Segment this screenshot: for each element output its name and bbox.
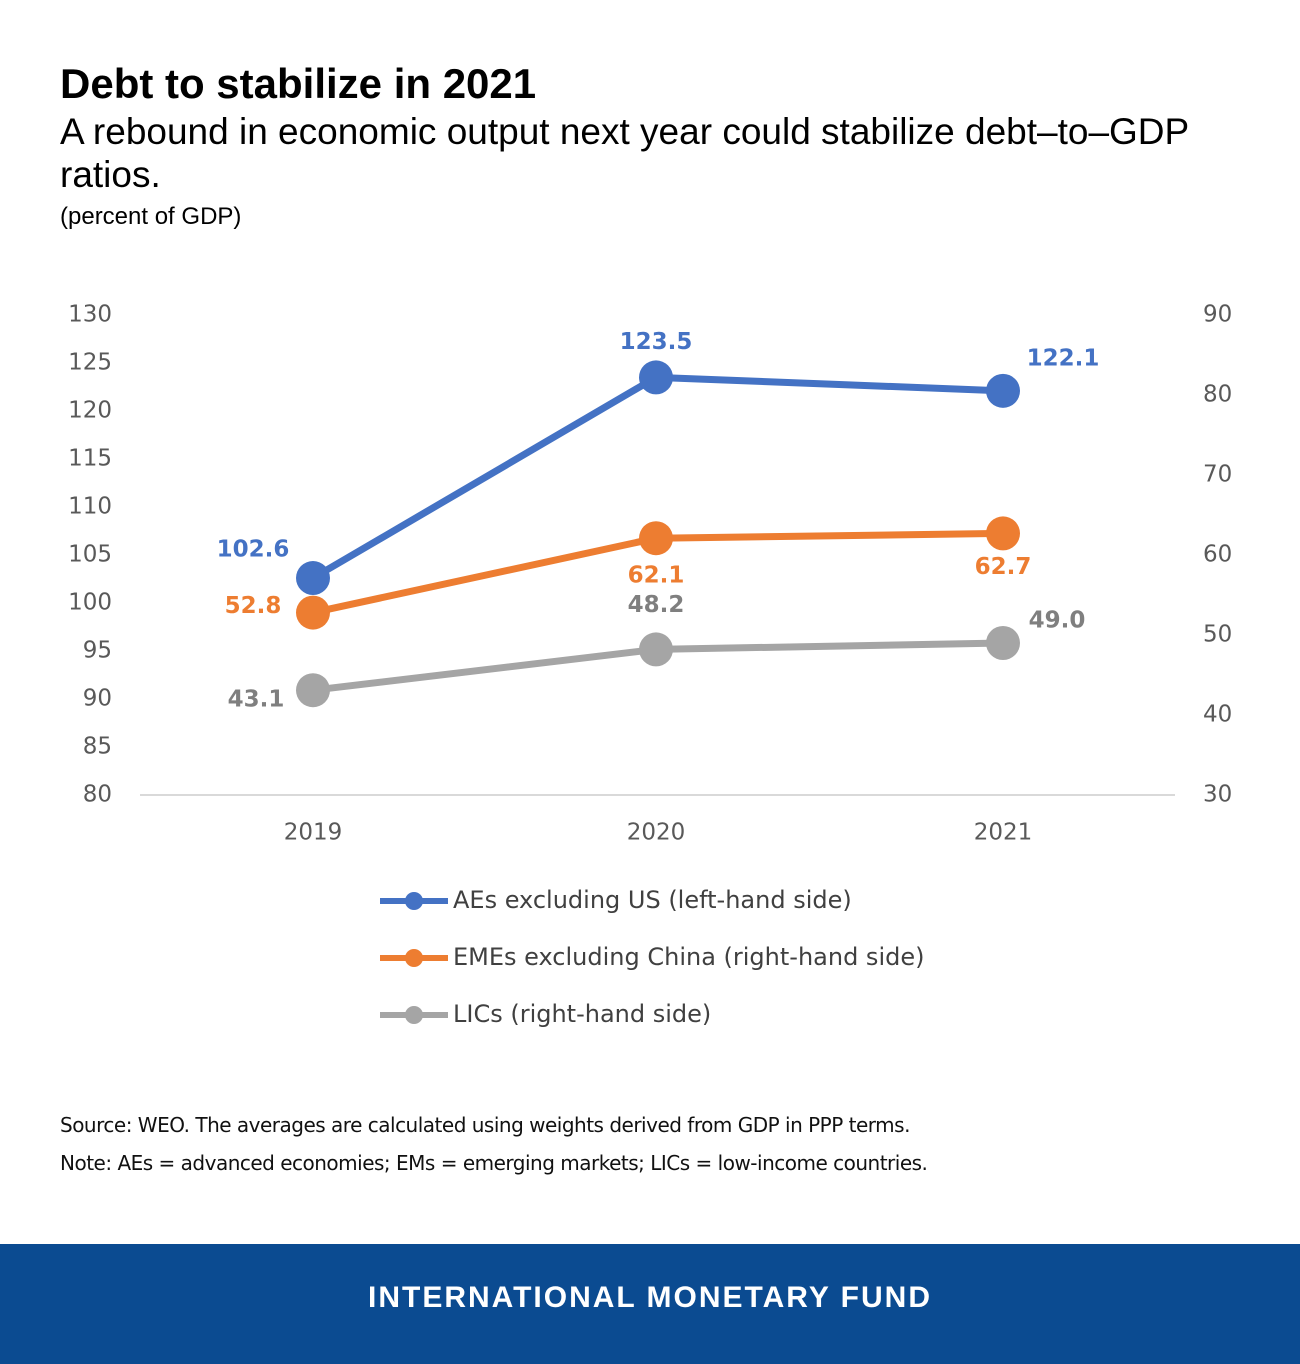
legend-label: AEs excluding US (left-hand side) — [453, 886, 852, 914]
data-label: 43.1 — [228, 687, 285, 713]
chart-title: Debt to stabilize in 2021 — [60, 60, 537, 107]
note: Note: AEs = advanced economies; EMs = em… — [60, 1151, 928, 1175]
data-label: 48.2 — [628, 592, 685, 618]
x-tick-label: 2019 — [284, 820, 343, 846]
y-tick-label: 125 — [68, 350, 112, 376]
point — [986, 516, 1020, 551]
point — [296, 595, 330, 630]
y-tick-label: 85 — [83, 734, 112, 760]
data-label: 52.8 — [225, 593, 282, 619]
legend-marker — [405, 892, 423, 910]
point — [639, 360, 673, 395]
point — [639, 521, 673, 556]
point — [296, 673, 330, 708]
y2-tick-label: 70 — [1203, 462, 1232, 488]
y-tick-label: 100 — [68, 590, 112, 616]
notes: Source: WEO. The averages are calculated… — [60, 1106, 928, 1182]
legend-label: EMEs excluding China (right-hand side) — [453, 943, 924, 971]
y-tick-label: 90 — [83, 686, 112, 712]
data-label: 62.1 — [628, 563, 685, 589]
x-tick-label: 2021 — [974, 820, 1033, 846]
y-tick-label: 105 — [68, 542, 112, 568]
data-label: 122.1 — [1027, 345, 1100, 371]
y-tick-label: 115 — [68, 446, 112, 472]
point — [296, 561, 330, 596]
y-tick-label: 110 — [68, 494, 112, 520]
y2-tick-label: 80 — [1203, 382, 1232, 408]
legend-marker — [405, 949, 423, 967]
chart-subtitle: A rebound in economic output next year c… — [60, 111, 1189, 195]
data-label: 123.5 — [620, 329, 693, 355]
legend-label: LICs (right-hand side) — [453, 1000, 711, 1028]
y2-tick-label: 50 — [1203, 622, 1232, 648]
note: Source: WEO. The averages are calculated… — [60, 1113, 910, 1137]
y2-tick-label: 60 — [1203, 542, 1232, 568]
y2-tick-label: 90 — [1203, 302, 1232, 328]
unit-label: (percent of GDP) — [60, 203, 242, 230]
data-label: 102.6 — [217, 537, 290, 563]
point — [639, 632, 673, 667]
legend-marker — [405, 1006, 423, 1024]
data-label: 49.0 — [1029, 608, 1086, 634]
x-tick-label: 2020 — [627, 820, 686, 846]
footer: INTERNATIONAL MONETARY FUND — [0, 1244, 1300, 1364]
y-tick-label: 120 — [68, 398, 112, 424]
chart: 80 85 90 95 100 105 110 115 120 125 130 30 40 50 60 70 8… — [68, 302, 1232, 1029]
data-label: 62.7 — [975, 554, 1032, 580]
y-tick-label: 80 — [83, 782, 112, 808]
point — [986, 373, 1020, 408]
y2-tick-label: 40 — [1203, 702, 1232, 728]
y-tick-label: 130 — [68, 302, 112, 328]
y2-tick-label: 30 — [1203, 782, 1232, 808]
point — [986, 626, 1020, 660]
y-tick-label: 95 — [83, 638, 112, 664]
